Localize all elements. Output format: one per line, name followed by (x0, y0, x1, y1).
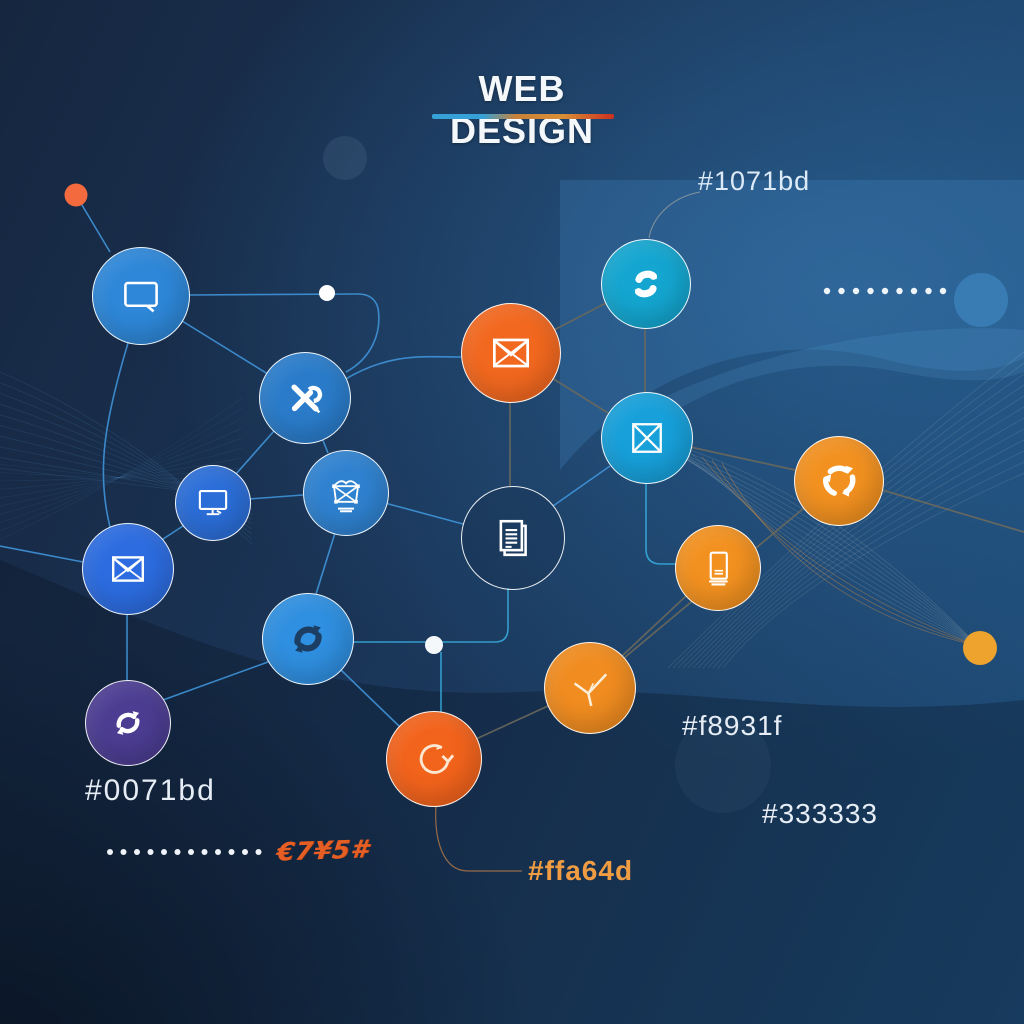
node-refresh-blue (262, 593, 354, 685)
dotted-line-bottom-left (107, 849, 262, 855)
node-loop (386, 711, 482, 807)
orange-dot-bottom-right (963, 631, 997, 665)
scribble-label: €7¥5# (275, 834, 371, 867)
node-chat (92, 247, 190, 345)
monitor-icon (198, 490, 228, 516)
node-recycle-purple (85, 680, 171, 766)
node-recycle-orange (794, 436, 884, 526)
node-documents (461, 486, 565, 590)
diagram-icon (331, 480, 361, 513)
hex-label-f8931f: #f8931f (682, 710, 783, 741)
node-package-cyan (601, 392, 693, 484)
node-mobile-doc (675, 525, 761, 611)
node-mail-blue (82, 523, 174, 615)
node-monitor (175, 465, 251, 541)
node-send (544, 642, 636, 734)
orange-dot-top-left (64, 183, 88, 207)
accent-dots (64, 183, 997, 665)
hex-label-1071bd: #1071bd (698, 166, 811, 196)
node-sync-cyan (601, 239, 691, 329)
dotted-line-top-right (823, 287, 947, 295)
mail-icon (111, 556, 145, 582)
recycle-icon (105, 700, 151, 746)
chat-icon (124, 281, 158, 313)
node-mail-orange (461, 303, 561, 403)
title-underline (432, 114, 614, 119)
white-dot-lower (425, 636, 443, 654)
node-tools (259, 352, 351, 444)
mail-icon (493, 338, 530, 368)
loop-icon (419, 744, 455, 774)
package-icon (632, 423, 662, 453)
hex-label-333333: #333333 (762, 798, 879, 829)
hex-label-ffa64d: #ffa64d (528, 855, 634, 886)
string-art-mesh (0, 351, 1024, 669)
recycle-icon (813, 455, 865, 507)
hex-label-0071bd: #0071bd (85, 774, 216, 807)
tools-icon (280, 373, 330, 423)
send-icon (573, 673, 608, 708)
documents-icon (499, 519, 527, 557)
refresh-icon (283, 614, 333, 664)
white-dot-upper (319, 285, 335, 301)
mobile-document-icon (708, 551, 729, 586)
node-diagram (303, 450, 389, 536)
page-title: WEB DESIGN (449, 68, 595, 151)
sync-icon (621, 259, 671, 309)
